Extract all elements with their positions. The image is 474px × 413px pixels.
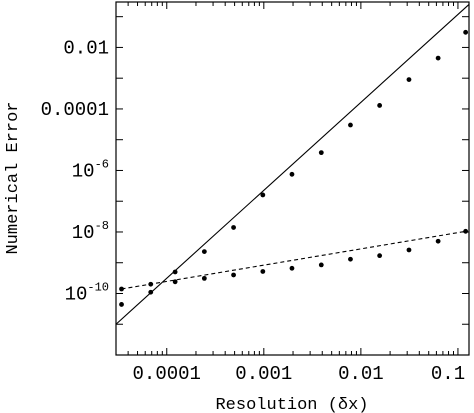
series-lines [115,4,470,325]
series-1-point [289,171,295,177]
series-2-point [172,279,178,285]
series-1-point [435,55,441,61]
y-tick-label: 0.0001 [41,99,109,121]
plot-frame [115,1,470,356]
series-1-point [260,192,266,198]
y-tick-labels: 10-10 10-8 10-6 0.0001 0.01 [41,37,109,305]
x-tick-label: 0.1 [431,363,465,385]
y-tick-label: 0.01 [63,37,109,59]
series-1-point [201,249,207,255]
series-2-point [231,272,236,278]
series-1-point [348,122,353,128]
x-tick-label: 0.001 [235,363,292,385]
y-tick-label: 10-8 [72,219,109,244]
series-2-point [406,247,412,253]
series-2-point [348,256,353,262]
y-axis-title: Numerical Error [4,101,23,254]
series-1-point [231,225,236,230]
series-2-point [435,238,441,244]
series-1-point [318,150,324,156]
series-2-point [201,275,207,281]
series-1-point [172,269,178,275]
series-2-line [121,230,466,290]
series-2-point [119,286,124,292]
series-1-point [148,289,154,295]
series-points [119,29,469,307]
x-tick-label: 0.01 [338,363,384,385]
series-2-point [318,262,324,268]
series-2-point [463,228,469,234]
series-1-line [115,4,470,325]
series-1-point [119,302,124,307]
series-1-point [406,77,412,82]
x-tick-label: 0.0001 [133,363,201,385]
axis-ticks [115,2,469,356]
x-axis-title: Resolution (δx) [215,396,368,413]
series-2-point [148,281,154,287]
series-2-point [377,253,383,259]
series-2-point [289,265,295,271]
series-1-point [377,103,383,108]
series-2-point [260,269,266,274]
series-1-point [463,29,469,35]
y-tick-label: 10-6 [72,157,109,182]
x-tick-labels: 0.0001 0.001 0.01 0.1 [133,363,466,385]
y-tick-label: 10-10 [65,280,109,305]
